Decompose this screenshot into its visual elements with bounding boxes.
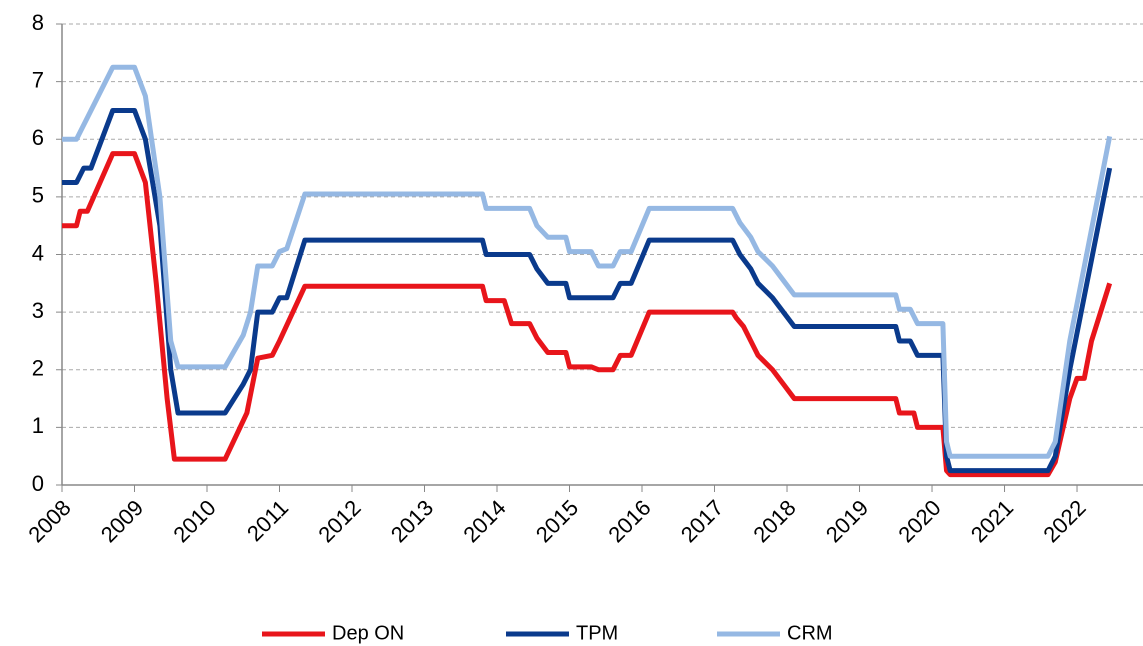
x-tick-label: 2010: [168, 495, 220, 547]
x-tick-label: 2022: [1038, 495, 1090, 547]
x-tick-label: 2020: [893, 495, 945, 547]
y-tick-label: 8: [32, 10, 44, 35]
x-tick-label: 2012: [313, 495, 365, 547]
y-tick-label: 5: [32, 183, 44, 208]
y-tick-label: 4: [32, 240, 44, 265]
x-tick-label: 2017: [676, 495, 728, 547]
x-tick-label: 2009: [96, 495, 148, 547]
x-tick-label: 2015: [531, 495, 583, 547]
y-tick-label: 6: [32, 125, 44, 150]
series-line: [62, 107, 1113, 474]
x-tick-label: 2021: [966, 495, 1018, 547]
legend-label: Dep ON: [332, 622, 404, 644]
y-tick-label: 7: [32, 67, 44, 92]
y-tick-label: 1: [32, 413, 44, 438]
x-tick-label: 2011: [242, 495, 293, 546]
x-tick-label: 2019: [821, 495, 873, 547]
series-line: [62, 64, 1113, 459]
legend-label: TPM: [576, 622, 618, 644]
x-tick-label: 2008: [23, 495, 75, 547]
series-line: [62, 151, 1113, 478]
x-tick-label: 2014: [458, 495, 510, 547]
y-tick-label: 2: [32, 356, 44, 381]
x-tick-label: 2013: [386, 495, 438, 547]
x-tick-label: 2018: [748, 495, 800, 547]
y-tick-label: 3: [32, 298, 44, 323]
x-tick-label: 2016: [603, 495, 655, 547]
legend-label: CRM: [787, 622, 833, 644]
y-tick-label: 0: [32, 471, 44, 496]
